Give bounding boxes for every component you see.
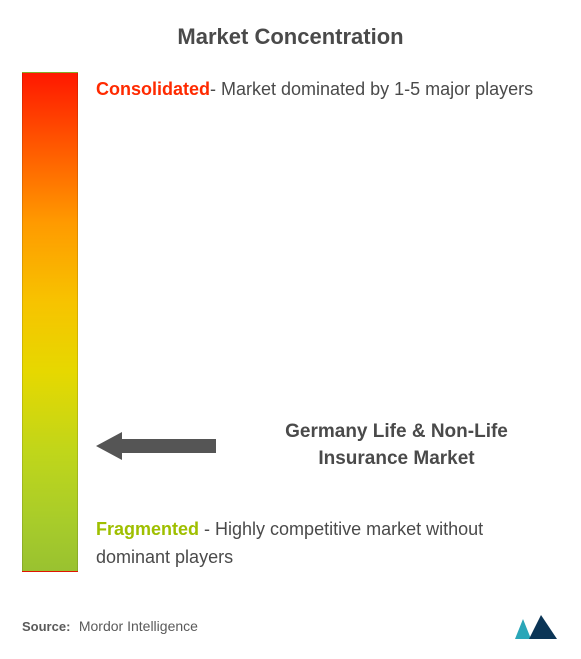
market-indicator-block: Germany Life & Non-Life Insurance Market — [96, 419, 559, 472]
fragmented-description: Fragmented - Highly competitive market w… — [96, 516, 559, 572]
arrow-left-icon — [96, 426, 216, 466]
market-name: Germany Life & Non-Life Insurance Market — [234, 419, 559, 472]
mordor-logo-icon — [513, 613, 559, 641]
consolidated-label-block: Consolidated- Market dominated by 1-5 ma… — [96, 76, 559, 104]
concentration-gradient-bar — [22, 72, 78, 572]
source-block: Source: Mordor Intelligence — [22, 618, 198, 636]
source-label: Source: — [22, 619, 70, 634]
footer: Source: Mordor Intelligence — [22, 613, 559, 641]
labels-column: Consolidated- Market dominated by 1-5 ma… — [96, 72, 559, 572]
consolidated-term: Consolidated — [96, 79, 210, 99]
market-name-line1: Germany Life & Non-Life — [285, 421, 508, 442]
market-name-line2: Insurance Market — [318, 448, 474, 469]
fragmented-term: Fragmented — [96, 519, 199, 539]
chart-area: Consolidated- Market dominated by 1-5 ma… — [22, 72, 559, 572]
fragmented-label-block: Fragmented - Highly competitive market w… — [96, 516, 559, 572]
consolidated-desc-text: - Market dominated by 1-5 major players — [210, 79, 533, 99]
page-title: Market Concentration — [22, 24, 559, 50]
source-name: Mordor Intelligence — [79, 618, 198, 634]
consolidated-description: Consolidated- Market dominated by 1-5 ma… — [96, 76, 559, 104]
